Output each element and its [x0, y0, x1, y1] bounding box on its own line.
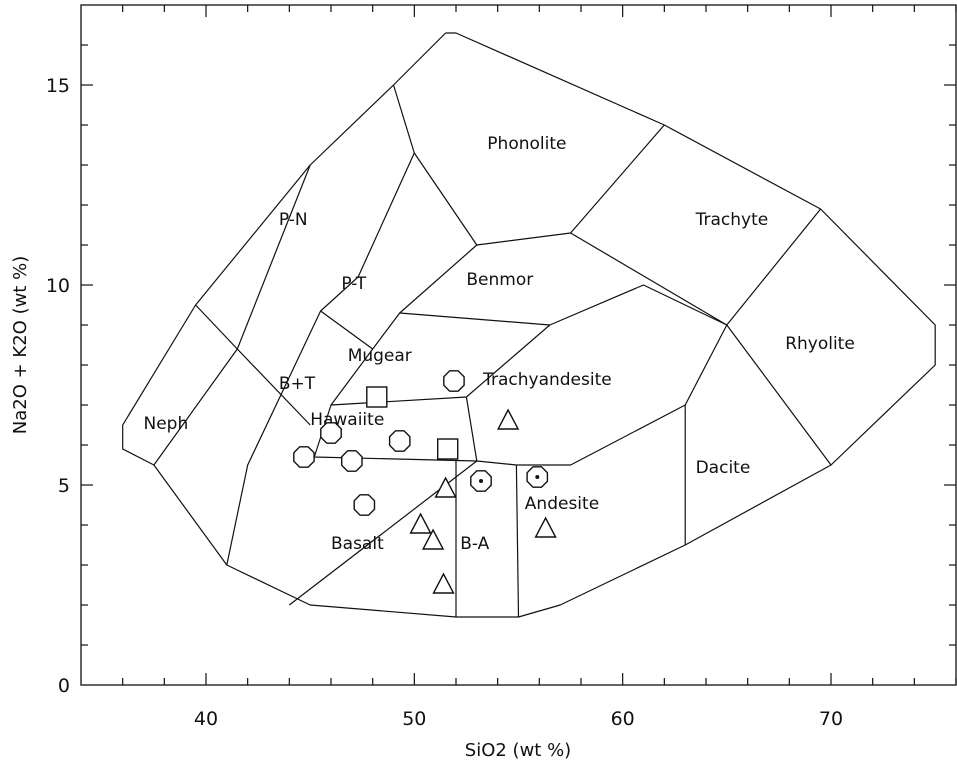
field-label: Andesite — [525, 494, 599, 514]
dotted-circle-center — [479, 479, 483, 483]
octagon-marker — [443, 370, 465, 392]
octagon-marker — [353, 494, 376, 516]
field-boundary-line — [320, 244, 478, 350]
field-label: Mugear — [348, 346, 412, 366]
octagon-marker — [341, 450, 363, 472]
octagon-marker — [293, 446, 315, 468]
octagon-marker — [320, 422, 342, 444]
square-marker — [437, 438, 459, 460]
outer-boundary-line — [122, 32, 936, 618]
triangle-marker — [421, 528, 445, 550]
x-tick-label: 70 — [819, 708, 843, 730]
field-label: Rhyolite — [785, 334, 855, 354]
y-tick-label: 5 — [58, 475, 70, 497]
x-tick-label: 50 — [402, 708, 426, 730]
dotted-circle-center — [535, 475, 540, 479]
field-label: Neph — [144, 414, 189, 434]
x-tick-label: 40 — [194, 708, 218, 730]
field-label: Phonolite — [487, 134, 566, 154]
field-label: B+T — [279, 374, 316, 394]
y-tick-label: 10 — [46, 275, 70, 297]
plot-frame — [80, 4, 957, 686]
field-boundary-line — [399, 284, 728, 326]
y-axis-label: Na2O + K2O (wt %) — [10, 256, 31, 434]
field-label: Basalt — [331, 534, 384, 554]
field-boundary-line — [313, 324, 728, 466]
triangle-marker — [432, 572, 455, 594]
sample-points — [293, 370, 557, 594]
field-boundary-line — [153, 164, 311, 466]
field-label: Benmor — [466, 270, 533, 290]
x-tick-label: 60 — [611, 708, 635, 730]
y-tick-label: 0 — [58, 675, 70, 697]
octagon-marker — [388, 430, 411, 452]
square-marker — [366, 386, 388, 408]
y-tick-label: 15 — [46, 75, 70, 97]
field-label: P-T — [341, 274, 366, 294]
field-label: Dacite — [696, 458, 751, 478]
triangle-marker — [409, 512, 432, 534]
field-label: Trachyandesite — [482, 370, 612, 390]
field-boundary-line — [726, 324, 832, 466]
triangle-marker — [496, 408, 520, 430]
x-axis-label: SiO2 (wt %) — [465, 740, 571, 761]
triangle-marker — [434, 476, 457, 498]
field-label: Hawaiite — [310, 410, 384, 430]
field-labels: Phonolite P-N Trachyte P-T Benmor Rhyolite Mug… — [144, 134, 855, 554]
field-label: B-A — [460, 534, 489, 554]
field-label: Trachyte — [695, 210, 769, 230]
triangle-marker — [534, 516, 557, 538]
field-boundary-line — [515, 464, 520, 618]
field-boundary-line — [288, 396, 478, 606]
field-label: P-N — [279, 210, 308, 230]
